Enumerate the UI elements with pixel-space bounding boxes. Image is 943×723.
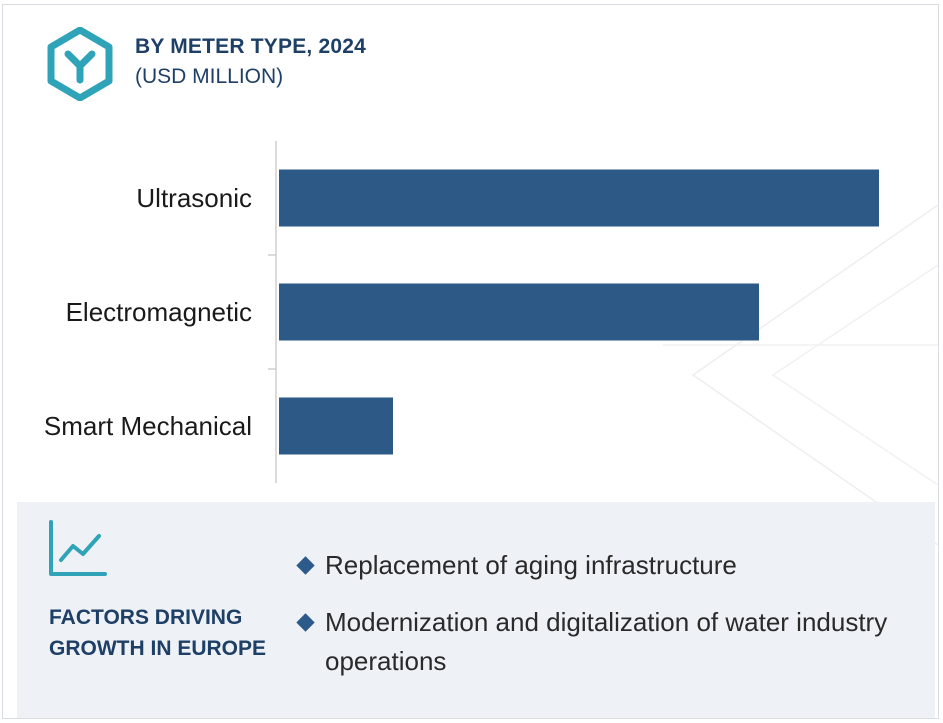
trend-chart-icon — [49, 520, 107, 576]
category-label: Ultrasonic — [136, 183, 252, 213]
factors-panel: FACTORS DRIVING GROWTH IN EUROPE Replace… — [17, 502, 935, 718]
diamond-bullet-icon — [296, 613, 315, 632]
category-label: Electromagnetic — [66, 297, 252, 327]
bar-ultrasonic — [279, 169, 879, 227]
chart-title: BY METER TYPE, 2024 — [135, 35, 366, 58]
bar-chart: Ultrasonic Electromagnetic Smart Mechanica… — [44, 141, 879, 483]
infographic-card: BY METER TYPE, 2024 (USD MILLION) Ultras… — [2, 4, 939, 719]
category-label: Smart Mechanical — [44, 411, 252, 441]
diamond-bullet-icon — [296, 556, 315, 575]
hexagon-y-logo-icon — [47, 27, 113, 101]
factor-text: Modernization and digitalization of wate… — [325, 607, 888, 676]
factors-list: Replacement of aging infrastructure Mode… — [296, 546, 897, 699]
bar-electromagnetic — [279, 283, 759, 341]
factor-text: Replacement of aging infrastructure — [325, 550, 737, 580]
factor-item: Modernization and digitalization of wate… — [296, 603, 897, 681]
chart-subtitle: (USD MILLION) — [135, 65, 284, 88]
background-decoration — [663, 204, 938, 546]
bar-smart-mechanical — [279, 397, 393, 455]
factor-item: Replacement of aging infrastructure — [296, 546, 897, 585]
factors-heading: FACTORS DRIVING GROWTH IN EUROPE — [49, 606, 267, 660]
